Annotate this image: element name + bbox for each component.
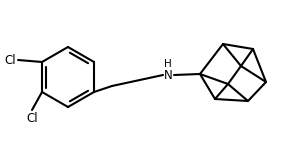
Text: Cl: Cl <box>26 112 38 125</box>
Text: H: H <box>164 59 172 69</box>
Text: N: N <box>164 69 172 81</box>
Text: Cl: Cl <box>4 54 16 66</box>
